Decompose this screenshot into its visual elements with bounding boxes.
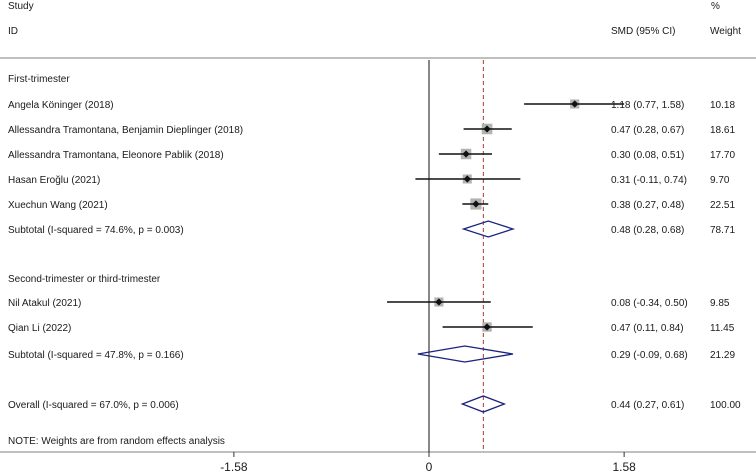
x-tick-label: -1.58 [220,460,248,474]
study-effect: 0.47 (0.28, 0.67) [611,125,684,136]
subtotal-label: Subtotal (I-squared = 74.6%, p = 0.003) [8,225,184,236]
point-estimate [463,175,471,183]
group-title: Second-trimester or third-trimester [8,274,161,285]
study-label: Nil Atakul (2021) [8,298,81,309]
study-weight: 22.51 [710,200,735,211]
study-weight: 18.61 [710,125,735,136]
header-study-top: Study [8,1,34,12]
study-weight: 9.85 [710,298,730,309]
point-estimate [483,125,491,133]
study-label: Allessandra Tramontana, Eleonore Pablik … [8,150,224,161]
study-effect: 0.47 (0.11, 0.84) [611,323,684,334]
subtotal-weight: 78.71 [710,225,735,236]
x-tick-label: 1.58 [612,460,636,474]
header-study-id: ID [8,26,18,37]
overall-diamond [460,395,507,413]
study-weight: 17.70 [710,150,735,161]
study-effect: 0.30 (0.08, 0.51) [611,150,684,161]
subtotal-label: Subtotal (I-squared = 47.8%, p = 0.166) [8,350,184,361]
subtotal-effect: 0.29 (-0.09, 0.68) [611,350,688,361]
point-estimate [483,323,491,331]
header-weight-top: % [711,1,720,12]
x-tick-label: 0 [426,460,433,474]
overall-label: Overall (I-squared = 67.0%, p = 0.006) [8,400,179,411]
study-label: Qian Li (2022) [8,323,71,334]
study-label: Angela Köninger (2018) [8,100,114,111]
note-text: NOTE: Weights are from random effects an… [8,436,225,447]
point-estimate [462,150,470,158]
group-title: First-trimester [8,74,70,85]
study-weight: 9.70 [710,175,730,186]
point-estimate [571,100,579,108]
study-label: Hasan Eroğlu (2021) [8,175,100,186]
study-weight: 11.45 [710,323,735,334]
subtotal-diamond [461,220,516,238]
study-label: Allessandra Tramontana, Benjamin Dieplin… [8,125,243,136]
study-effect: 1.18 (0.77, 1.58) [611,100,684,111]
header-effect: SMD (95% CI) [611,26,675,37]
forest-marks: First-trimester Angela Köninger (2018) 1.1… [8,60,741,474]
study-effect: 0.38 (0.27, 0.48) [611,200,684,211]
subtotal-diamond [417,345,514,363]
study-weight: 10.18 [710,100,735,111]
study-effect: 0.08 (-0.34, 0.50) [611,298,688,309]
subtotal-effect: 0.48 (0.28, 0.68) [611,225,684,236]
header-weight: Weight [710,26,741,37]
subtotal-weight: 21.29 [710,350,735,361]
overall-effect: 0.44 (0.27, 0.61) [611,400,684,411]
overall-weight: 100.00 [710,400,741,411]
study-effect: 0.31 (-0.11, 0.74) [611,175,687,186]
point-estimate [472,200,480,208]
point-estimate [435,298,443,306]
study-label: Xuechun Wang (2021) [8,200,108,211]
